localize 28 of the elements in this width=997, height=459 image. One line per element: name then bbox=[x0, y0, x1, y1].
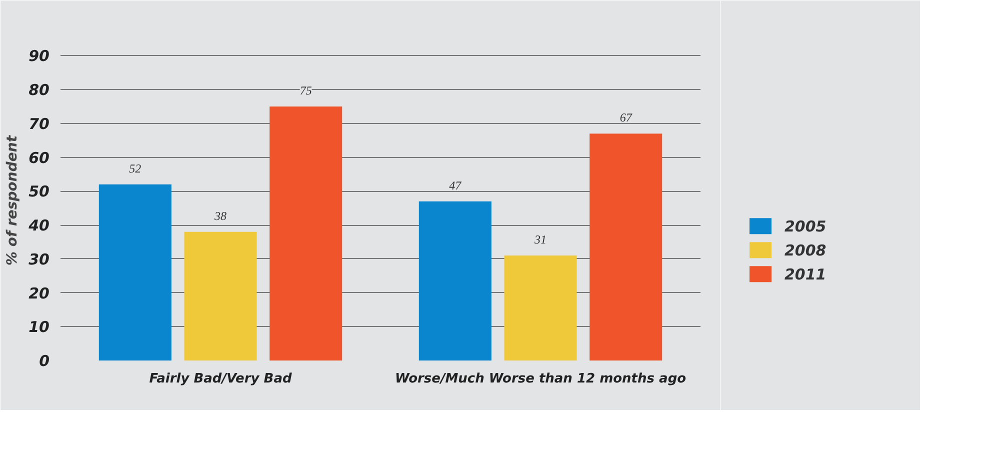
bar bbox=[590, 134, 662, 360]
data-label: 75 bbox=[300, 84, 312, 98]
y-axis-title: % of respondent bbox=[4, 134, 21, 266]
y-tick-label: 60 bbox=[28, 148, 50, 167]
bar bbox=[184, 232, 257, 360]
data-label: 31 bbox=[534, 232, 546, 247]
y-tick-label: 90 bbox=[28, 47, 50, 66]
data-label: 47 bbox=[449, 178, 462, 192]
data-label: 52 bbox=[129, 161, 142, 176]
y-tick-label: 50 bbox=[28, 182, 50, 201]
data-label: 67 bbox=[620, 110, 633, 125]
y-tick-label: 80 bbox=[28, 81, 50, 100]
y-tick-label: 20 bbox=[28, 284, 50, 302]
bar bbox=[270, 106, 342, 360]
legend-label: 2008 bbox=[784, 242, 826, 260]
x-tick-label: Fairly Bad/Very Bad bbox=[149, 372, 292, 386]
x-tick-label: Worse/Much Worse than 12 months ago bbox=[394, 372, 686, 386]
legend-label: 2005 bbox=[784, 218, 826, 236]
bar bbox=[98, 184, 172, 360]
y-tick-label: 70 bbox=[28, 114, 50, 133]
bar bbox=[504, 256, 577, 360]
y-tick-label: 10 bbox=[28, 318, 50, 336]
legend-label: 2011 bbox=[784, 266, 826, 284]
y-tick-label: 0 bbox=[39, 352, 50, 370]
y-tick-label: 30 bbox=[28, 250, 50, 268]
bar bbox=[418, 201, 492, 360]
data-label: 38 bbox=[214, 208, 226, 223]
y-tick-label: 40 bbox=[28, 216, 50, 235]
